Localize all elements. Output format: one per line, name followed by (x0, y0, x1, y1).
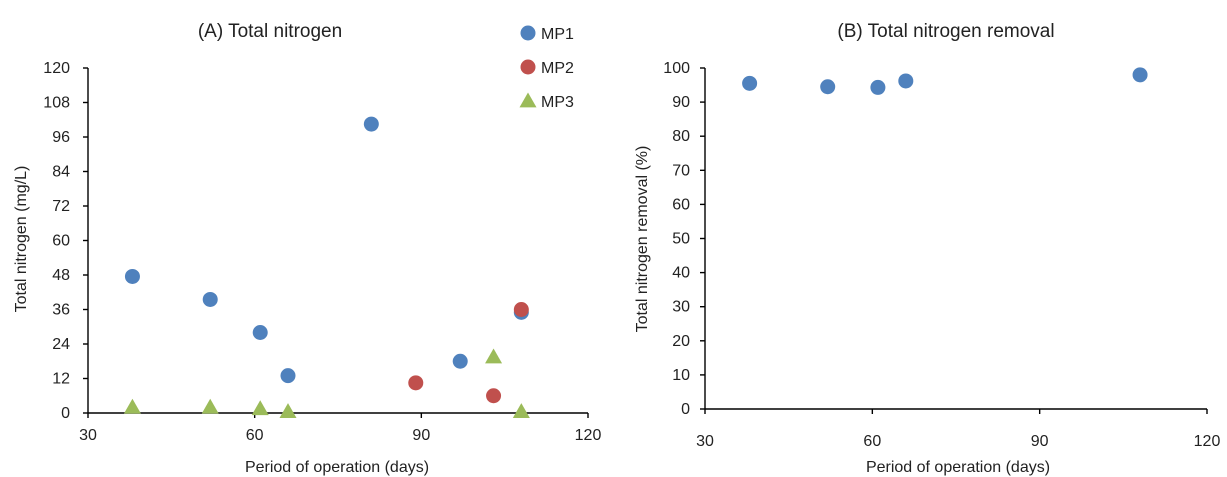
data-point (201, 398, 219, 414)
x-tick-label: 60 (246, 427, 264, 444)
panel-a-legend: MP1 MP2 MP3 (519, 25, 574, 111)
y-tick-label: 84 (52, 164, 70, 181)
data-point (486, 388, 502, 404)
data-point (485, 348, 503, 364)
y-tick-label: 30 (672, 299, 690, 316)
panel-b: (B) Total nitrogen removal Period of ope… (634, 21, 1220, 476)
y-tick-label: 0 (681, 401, 690, 418)
y-tick-label: 80 (672, 128, 690, 145)
data-point (252, 325, 268, 340)
x-tick-label: 120 (575, 427, 602, 444)
y-tick-label: 108 (43, 95, 70, 112)
y-tick-label: 36 (52, 302, 70, 319)
y-tick-label: 90 (672, 94, 690, 111)
data-point (280, 368, 296, 384)
panel-a-y-axis-label: Total nitrogen (mg/L) (13, 166, 30, 313)
y-tick-label: 24 (52, 336, 70, 353)
data-point (408, 375, 424, 391)
data-point (123, 398, 141, 414)
x-tick-label: 90 (412, 427, 430, 444)
legend-label: MP1 (541, 26, 574, 43)
y-tick-label: 100 (663, 60, 690, 77)
data-point (870, 79, 886, 95)
y-tick-label: 50 (672, 231, 690, 248)
data-point (513, 302, 529, 317)
series-mp1 (124, 116, 529, 384)
data-point (742, 75, 758, 91)
y-tick-label: 70 (672, 162, 690, 179)
x-tick-label: 90 (1031, 433, 1049, 450)
y-tick-label: 96 (52, 129, 70, 146)
y-tick-label: 72 (52, 198, 70, 215)
y-tick-label: 20 (672, 333, 690, 350)
panel-a-title: (A) Total nitrogen (198, 21, 342, 42)
data-point (202, 291, 218, 307)
panel-b-title: (B) Total nitrogen removal (837, 21, 1054, 42)
y-tick-label: 60 (52, 233, 70, 250)
y-tick-label: 10 (672, 367, 690, 384)
legend-label: MP3 (541, 94, 574, 111)
panel-b-x-axis-label: Period of operation (days) (866, 459, 1050, 476)
data-point (1132, 67, 1148, 83)
data-point (251, 400, 269, 416)
x-tick-label: 120 (1194, 433, 1221, 450)
y-tick-label: 40 (672, 265, 690, 282)
legend-marker (520, 25, 536, 41)
data-point (898, 73, 914, 89)
series-mp3 (123, 348, 530, 418)
y-tick-label: 12 (52, 371, 70, 388)
data-point (279, 403, 297, 418)
data-point (124, 268, 140, 284)
data-point (820, 79, 836, 95)
panel-a-plot-area: 0 12 24 36 48 60 72 84 96 108 120 30 60 90 120 (43, 60, 601, 444)
y-tick-label: 120 (43, 60, 70, 77)
y-tick-label: 48 (52, 267, 70, 284)
series-0 (742, 67, 1148, 95)
legend-label: MP2 (541, 60, 574, 77)
x-tick-label: 30 (696, 433, 714, 450)
series-mp2 (408, 302, 529, 404)
legend-marker (519, 92, 537, 108)
legend-marker (520, 59, 536, 75)
data-point (512, 403, 530, 418)
y-tick-label: 60 (672, 196, 690, 213)
x-tick-label: 60 (863, 433, 881, 450)
panel-b-y-axis-label: Total nitrogen removal (%) (634, 146, 651, 333)
panel-a-x-axis-label: Period of operation (days) (245, 459, 429, 476)
panel-b-plot-area: 0 10 20 30 40 50 60 70 80 90 100 30 60 90 120 (663, 60, 1220, 450)
panel-a: (A) Total nitrogen Period of operation (… (13, 21, 601, 476)
data-point (452, 353, 468, 369)
y-tick-label: 0 (61, 405, 70, 422)
x-tick-label: 30 (79, 427, 97, 444)
data-point (363, 116, 379, 132)
